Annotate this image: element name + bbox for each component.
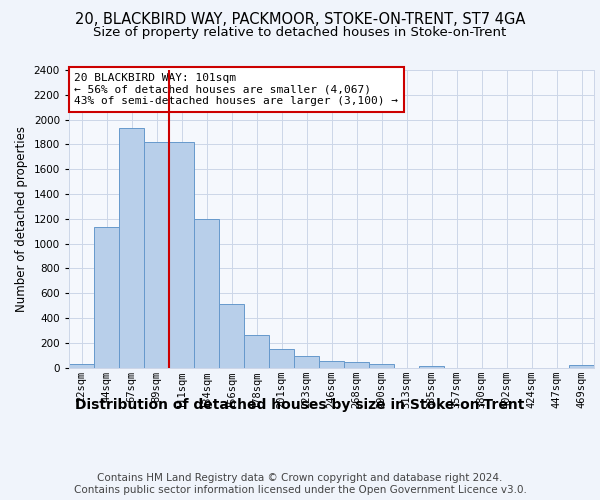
Bar [319, 362, 344, 368]
Bar [419, 366, 444, 368]
Text: Distribution of detached houses by size in Stoke-on-Trent: Distribution of detached houses by size … [76, 398, 524, 411]
Bar [294, 356, 319, 368]
Bar [569, 365, 594, 368]
Text: 20, BLACKBIRD WAY, PACKMOOR, STOKE-ON-TRENT, ST7 4GA: 20, BLACKBIRD WAY, PACKMOOR, STOKE-ON-TR… [75, 12, 525, 28]
Bar [244, 334, 269, 368]
Text: Contains HM Land Registry data © Crown copyright and database right 2024.
Contai: Contains HM Land Registry data © Crown c… [74, 474, 526, 495]
Bar [144, 142, 169, 368]
Bar [219, 304, 244, 368]
Bar [119, 128, 144, 368]
Bar [94, 227, 119, 368]
Text: 20 BLACKBIRD WAY: 101sqm
← 56% of detached houses are smaller (4,067)
43% of sem: 20 BLACKBIRD WAY: 101sqm ← 56% of detach… [74, 73, 398, 106]
Bar [344, 362, 369, 368]
Text: Size of property relative to detached houses in Stoke-on-Trent: Size of property relative to detached ho… [94, 26, 506, 39]
Y-axis label: Number of detached properties: Number of detached properties [15, 126, 28, 312]
Bar [169, 142, 194, 368]
Bar [69, 364, 94, 368]
Bar [369, 364, 394, 368]
Bar [269, 349, 294, 368]
Bar [194, 219, 219, 368]
